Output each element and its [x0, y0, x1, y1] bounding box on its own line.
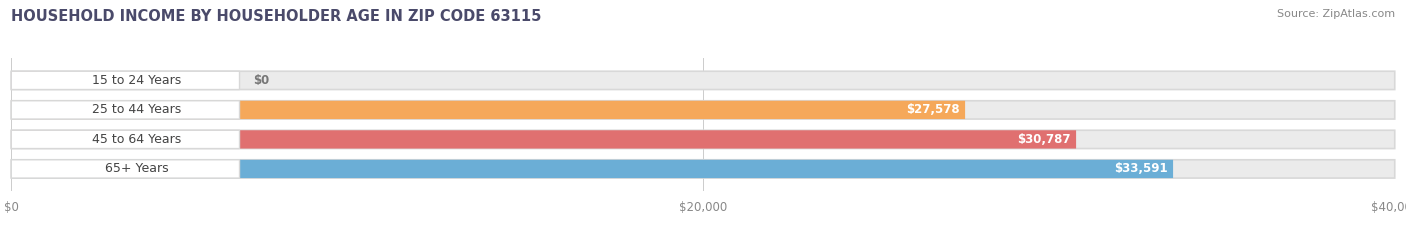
FancyBboxPatch shape: [11, 71, 1395, 89]
FancyBboxPatch shape: [11, 160, 1173, 178]
Text: $30,787: $30,787: [1017, 133, 1070, 146]
Text: 15 to 24 Years: 15 to 24 Years: [93, 74, 181, 87]
Text: $27,578: $27,578: [905, 103, 959, 116]
FancyBboxPatch shape: [11, 130, 1076, 149]
Text: $33,591: $33,591: [1114, 162, 1167, 175]
FancyBboxPatch shape: [11, 130, 1395, 149]
FancyBboxPatch shape: [11, 160, 239, 178]
FancyBboxPatch shape: [11, 101, 965, 119]
FancyBboxPatch shape: [11, 160, 1395, 178]
FancyBboxPatch shape: [11, 71, 37, 89]
Text: 65+ Years: 65+ Years: [105, 162, 169, 175]
Text: HOUSEHOLD INCOME BY HOUSEHOLDER AGE IN ZIP CODE 63115: HOUSEHOLD INCOME BY HOUSEHOLDER AGE IN Z…: [11, 9, 541, 24]
Text: Source: ZipAtlas.com: Source: ZipAtlas.com: [1277, 9, 1395, 19]
FancyBboxPatch shape: [11, 130, 239, 149]
Text: 25 to 44 Years: 25 to 44 Years: [93, 103, 181, 116]
FancyBboxPatch shape: [11, 101, 1395, 119]
FancyBboxPatch shape: [11, 71, 239, 89]
Text: 45 to 64 Years: 45 to 64 Years: [93, 133, 181, 146]
Text: $0: $0: [253, 74, 270, 87]
FancyBboxPatch shape: [11, 101, 239, 119]
